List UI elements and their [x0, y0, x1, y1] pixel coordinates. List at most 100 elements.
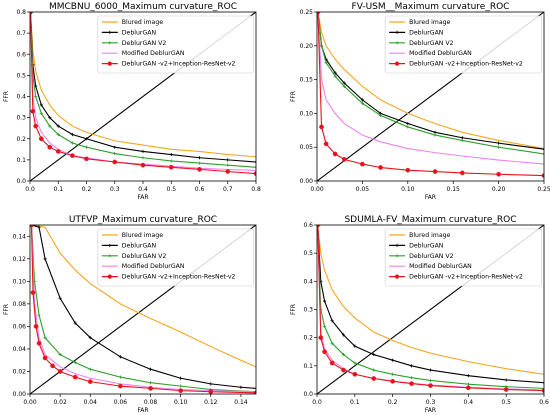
data-point	[50, 363, 55, 369]
data-point	[317, 12, 321, 15]
data-point	[360, 161, 365, 167]
y-tick-label: 0.2	[16, 136, 26, 143]
data-point	[466, 382, 470, 386]
data-point	[459, 170, 465, 176]
data-point	[70, 153, 75, 158]
data-point	[332, 151, 338, 157]
data-point	[179, 376, 183, 380]
data-point	[42, 355, 48, 361]
data-point	[208, 389, 214, 394]
data-point	[405, 167, 411, 173]
y-tick-label: 0.3	[16, 115, 26, 122]
y-tick-label: 0.05	[300, 144, 314, 151]
data-point	[118, 355, 122, 359]
data-point	[324, 61, 328, 65]
data-point	[226, 163, 230, 167]
data-point	[113, 151, 117, 156]
data-point	[168, 164, 174, 170]
data-point	[542, 147, 544, 151]
data-point	[342, 84, 346, 88]
data-point	[197, 161, 202, 165]
data-point	[33, 123, 39, 129]
data-point	[409, 376, 414, 380]
data-point	[460, 138, 464, 143]
data-point	[378, 113, 383, 118]
axes-frame	[29, 224, 257, 395]
data-point	[73, 360, 77, 365]
legend: Blured image DeblurGAN DeblurGAN V2 Modifie…	[97, 228, 255, 287]
data-point	[34, 94, 38, 99]
legend: Blured image DeblurGAN DeblurGAN V2 Modifie…	[384, 15, 543, 74]
x-tick-label: 0.25	[537, 186, 550, 193]
y-tick-label: 0.7	[16, 30, 26, 37]
data-point	[30, 12, 33, 15]
series-line-3	[30, 12, 256, 168]
legend-marker	[395, 61, 400, 66]
data-point	[360, 98, 364, 102]
data-point	[87, 379, 93, 384]
data-point	[322, 349, 327, 355]
data-point	[319, 44, 324, 48]
series-line-3	[30, 225, 256, 393]
data-point	[70, 132, 74, 137]
data-point	[542, 386, 544, 390]
legend-entry-label: Modified DeblurGAN	[409, 50, 472, 57]
data-point	[428, 368, 433, 372]
data-point	[542, 152, 544, 156]
x-tick-label: 0.08	[144, 399, 158, 406]
x-tick-label: 0.1	[350, 399, 360, 406]
data-point	[342, 81, 346, 85]
data-point	[148, 381, 153, 385]
x-tick-label: 0.0	[25, 186, 35, 193]
chart-title: SDUMLA-FV_Maximum curvature_ROC	[344, 215, 516, 225]
y-tick-label: 0.06	[13, 323, 27, 330]
data-point	[48, 124, 52, 128]
legend-box	[97, 15, 255, 74]
data-point	[353, 344, 357, 348]
legend-entry-label: DeblurGAN V2	[122, 253, 167, 260]
y-tick-label: 0.20	[300, 43, 314, 50]
x-tick-label: 0.4	[138, 186, 148, 193]
data-point	[39, 103, 43, 107]
legend-entry-label: Blured image	[122, 232, 163, 239]
chart-title: FV-USM__Maximum curvature_ROC	[352, 2, 510, 12]
y-tick-label: 0.0	[303, 391, 313, 398]
x-tick-label: 0.10	[174, 399, 188, 406]
series-line-1	[31, 225, 256, 368]
series-line-4	[317, 12, 544, 165]
data-point	[197, 156, 202, 160]
data-point	[178, 388, 184, 393]
x-tick-label: 0.1	[53, 186, 63, 193]
data-point	[432, 169, 438, 174]
legend-marker	[395, 274, 400, 279]
y-tick-label: 0.5	[16, 72, 26, 79]
data-point	[38, 136, 44, 142]
data-point	[390, 378, 396, 384]
chart-title: MMCBNU_6000_Maximum curvature_ROC	[49, 2, 237, 12]
data-point	[466, 374, 470, 378]
series-line-2	[31, 225, 256, 389]
data-point	[118, 383, 123, 389]
legend-marker	[395, 243, 399, 247]
data-point	[371, 376, 377, 381]
data-point	[141, 149, 145, 154]
x-tick-label: 0.00	[310, 186, 324, 193]
y-tick-label: 0.25	[300, 9, 314, 16]
legend-marker	[395, 41, 399, 45]
series-line-5	[30, 225, 256, 394]
series-line-1	[30, 12, 256, 158]
y-tick-label: 0.10	[13, 278, 27, 285]
y-axis-label: FFR	[3, 91, 10, 102]
data-point	[36, 340, 42, 346]
data-point	[330, 319, 334, 323]
data-point	[322, 324, 327, 328]
data-point	[84, 156, 89, 162]
x-axis-label: FAR	[137, 407, 148, 414]
series-line-2	[30, 12, 256, 163]
y-tick-label: 0.12	[13, 256, 27, 263]
y-tick-label: 0.6	[303, 222, 313, 229]
data-point	[433, 130, 437, 134]
legend-entry-label: DeblurGAN -v2+Inception-ResNet-v2	[409, 274, 523, 281]
legend-entry-label: DeblurGAN -v2+Inception-ResNet-v2	[122, 274, 236, 281]
